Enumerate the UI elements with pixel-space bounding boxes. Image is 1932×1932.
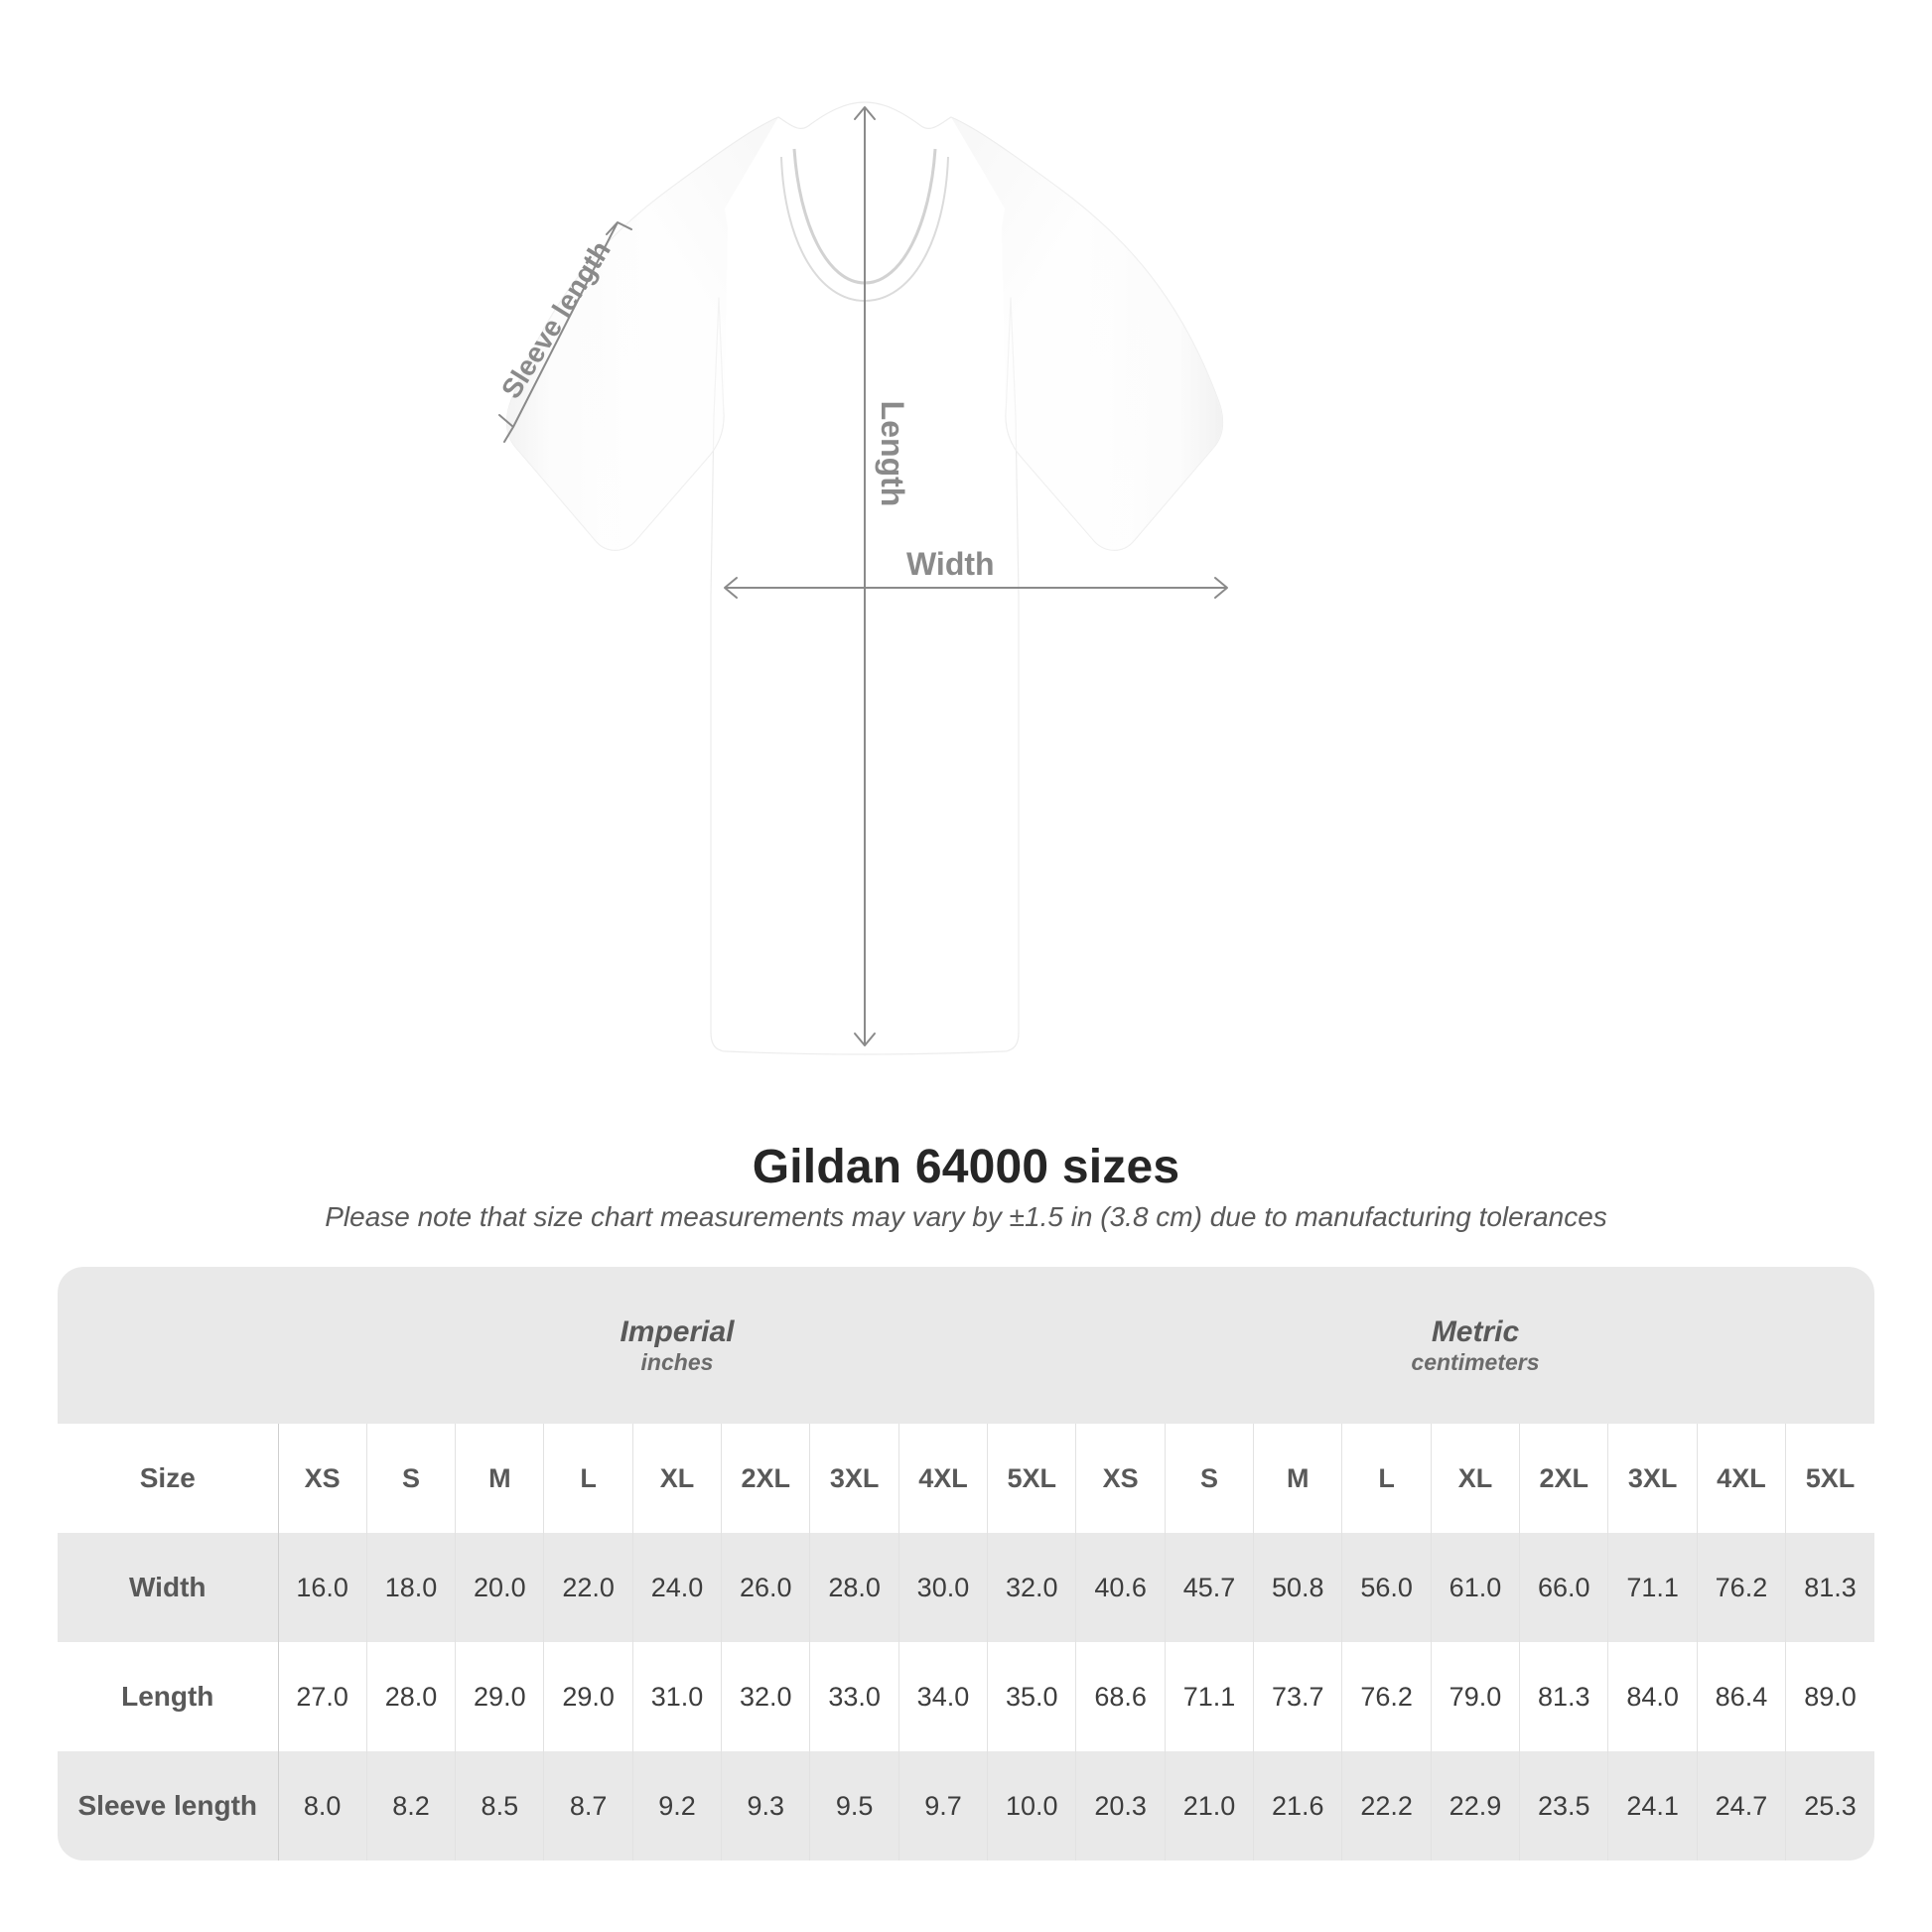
svg-text:Length: Length <box>875 401 910 507</box>
svg-text:Width: Width <box>906 546 995 582</box>
